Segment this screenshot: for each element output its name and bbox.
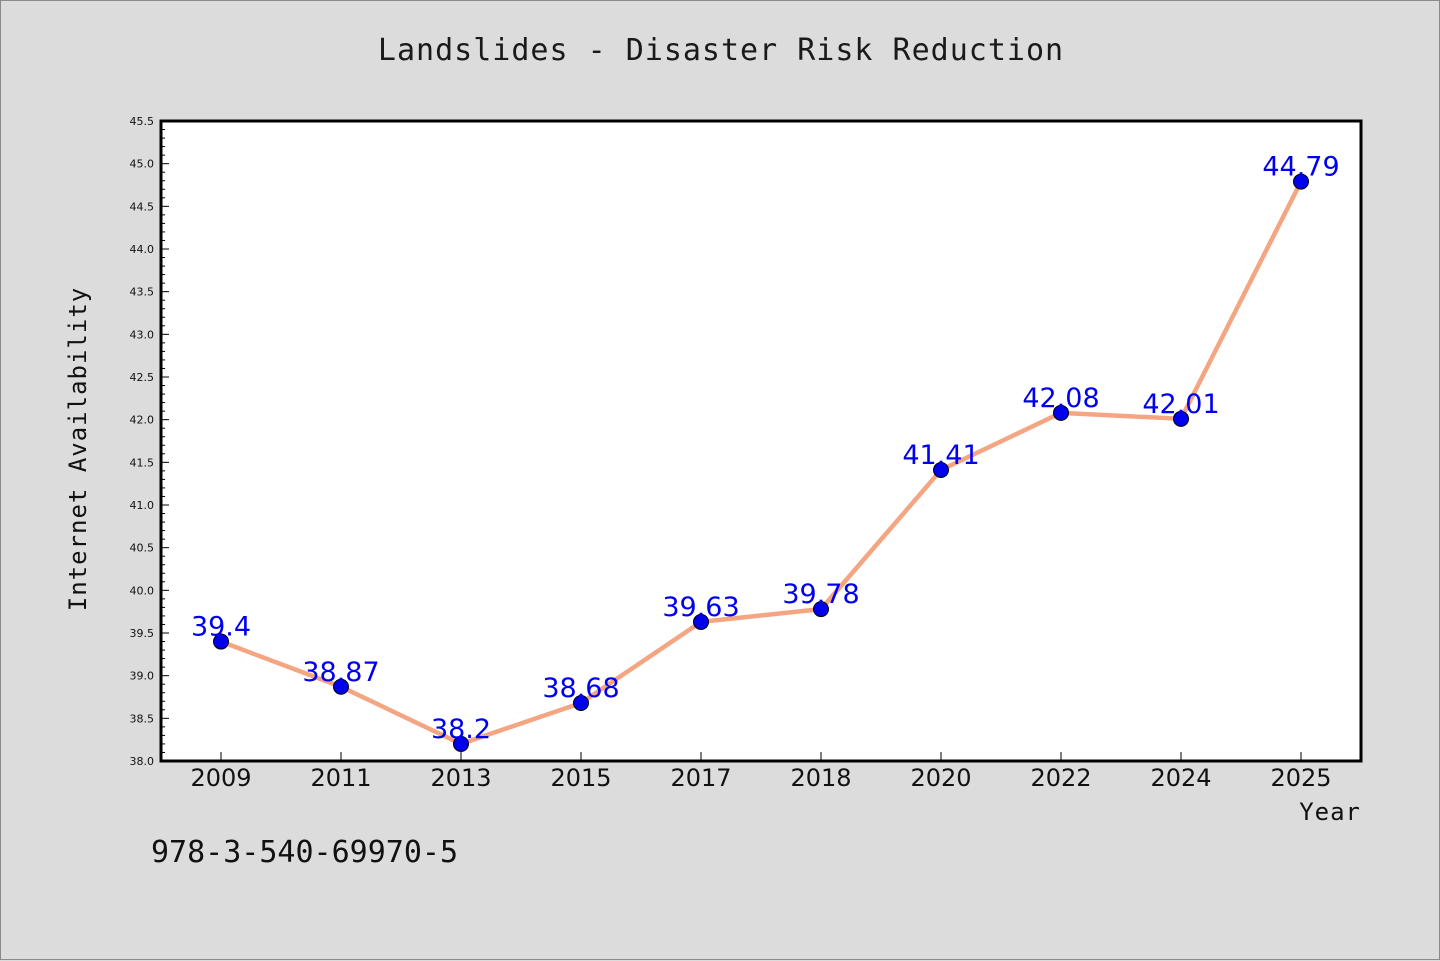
y-tick-label: 44.5 — [130, 200, 155, 213]
footnote-isbn: 978-3-540-69970-5 — [151, 835, 459, 870]
chart-title: Landslides - Disaster Risk Reduction — [377, 33, 1065, 68]
y-tick-label: 45.0 — [130, 158, 155, 171]
y-tick-label: 41.0 — [130, 499, 155, 512]
data-point — [573, 694, 589, 711]
data-label: 39.4 — [191, 612, 251, 643]
x-tick-label: 2009 — [190, 764, 251, 792]
data-point — [933, 462, 949, 479]
x-axis-label: Year — [1299, 798, 1361, 826]
data-label: 42.01 — [1142, 389, 1219, 420]
data-point — [1053, 404, 1069, 421]
x-tick-label: 2015 — [550, 764, 611, 792]
y-tick-label: 44.0 — [130, 243, 155, 256]
x-tick-label: 2013 — [430, 764, 491, 792]
y-tick-label: 39.0 — [130, 670, 155, 683]
data-label: 39.78 — [782, 579, 859, 610]
x-tick-label: 2022 — [1030, 764, 1091, 792]
y-tick-label: 40.0 — [130, 584, 155, 597]
data-label: 42.08 — [1022, 383, 1099, 414]
series-line — [218, 179, 1304, 747]
y-tick-label: 45.5 — [130, 115, 155, 128]
y-tick-label: 42.5 — [130, 371, 155, 384]
y-tick-label: 38.5 — [130, 712, 155, 725]
x-tick-label: 2024 — [1150, 764, 1211, 792]
x-tick-label: 2018 — [790, 764, 851, 792]
data-label: 38.2 — [431, 714, 491, 745]
y-tick-label: 40.5 — [130, 542, 155, 555]
data-point — [693, 613, 709, 630]
y-tick-label: 41.5 — [130, 456, 155, 469]
data-point — [1293, 173, 1309, 190]
y-tick-label: 43.5 — [130, 286, 155, 299]
data-label: 38.87 — [302, 657, 379, 688]
data-point — [213, 633, 229, 650]
x-tick-label: 2025 — [1270, 764, 1331, 792]
x-tick-label: 2011 — [310, 764, 371, 792]
data-point — [1173, 410, 1189, 427]
plot-area — [159, 119, 1363, 763]
y-axis-label: Internet Availability — [64, 287, 92, 611]
data-point — [813, 601, 829, 618]
data-label: 39.63 — [662, 592, 739, 623]
y-tick-label: 43.0 — [130, 328, 155, 341]
x-tick-label: 2020 — [910, 764, 971, 792]
data-label: 41.41 — [902, 440, 979, 471]
y-tick-label: 42.0 — [130, 414, 155, 427]
y-tick-label: 38.0 — [130, 755, 155, 768]
data-point — [333, 678, 349, 695]
data-label: 44.79 — [1262, 152, 1339, 183]
data-point — [453, 735, 469, 752]
data-label: 38.68 — [542, 673, 619, 704]
y-tick-label: 39.5 — [130, 627, 155, 640]
x-tick-label: 2017 — [670, 764, 731, 792]
